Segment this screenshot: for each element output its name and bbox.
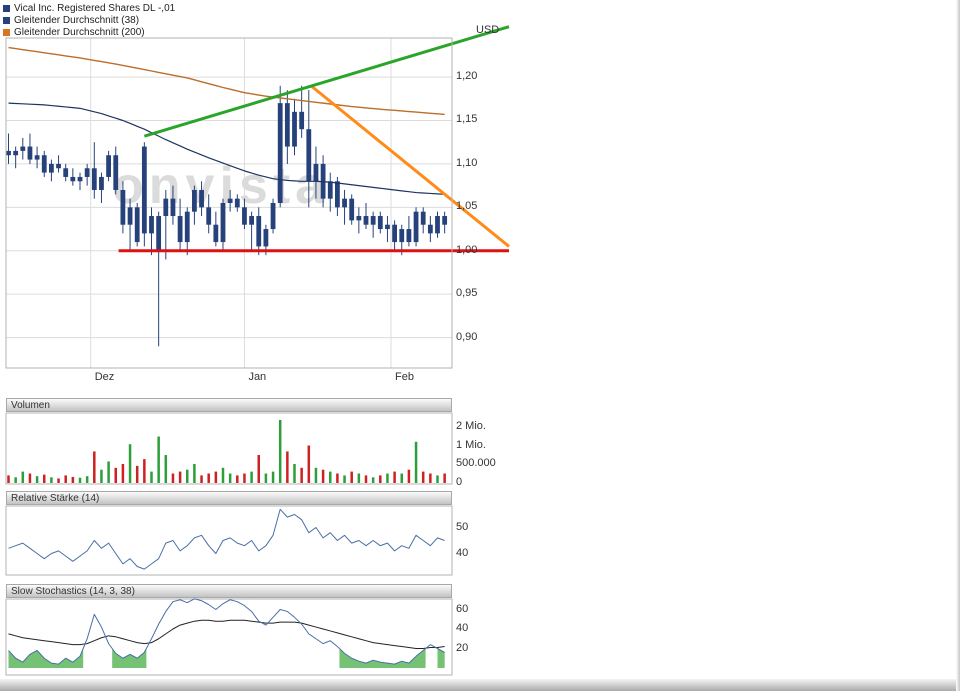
axis-tick-label: 1,15 — [456, 113, 478, 126]
volume-panel-header: Volumen — [6, 398, 452, 412]
right-edge-shadow — [956, 0, 960, 691]
legend-item-instrument: Vical Inc. Registered Shares DL -,01 — [3, 2, 175, 14]
axis-tick-label: 1,00 — [456, 243, 478, 256]
rsi-panel-title: Relative Stärke (14) — [11, 493, 100, 504]
axis-tick-label: 2 Mio. — [456, 420, 486, 432]
legend-item-ma200: Gleitender Durchschnitt (200) — [3, 26, 175, 38]
axis-tick-label: 20 — [456, 641, 469, 654]
legend-swatch — [3, 28, 10, 36]
axis-tick-label: 0 — [456, 476, 463, 488]
chart-legend: Vical Inc. Registered Shares DL -,01 Gle… — [3, 2, 175, 38]
stochastics-panel-title: Slow Stochastics (14, 3, 38) — [11, 586, 135, 597]
stochastics-panel-header: Slow Stochastics (14, 3, 38) — [6, 584, 452, 598]
axis-tick-label: Feb — [395, 371, 414, 383]
volume-panel-title: Volumen — [11, 400, 50, 411]
axis-tick-label: 50 — [456, 520, 469, 533]
currency-unit-label: USD — [476, 24, 500, 36]
legend-swatch — [3, 4, 10, 12]
axis-tick-label: 0,90 — [456, 330, 478, 343]
axis-tick-label: 40 — [456, 546, 469, 559]
axis-tick-label: 1,20 — [456, 70, 478, 83]
legend-label: Gleitender Durchschnitt (38) — [14, 14, 140, 26]
axis-tick-label: 1,10 — [456, 156, 478, 169]
legend-item-ma38: Gleitender Durchschnitt (38) — [3, 14, 175, 26]
axis-tick-label: Jan — [248, 371, 267, 383]
axis-tick-label: 40 — [456, 622, 469, 634]
footer-bar — [0, 679, 960, 691]
axis-tick-label: 0,95 — [456, 287, 478, 300]
legend-label: Gleitender Durchschnitt (200) — [14, 26, 145, 38]
axis-tick-label: 500.000 — [456, 457, 496, 469]
legend-swatch — [3, 16, 10, 24]
axis-tick-label: 60 — [456, 602, 469, 615]
rsi-panel-header: Relative Stärke (14) — [6, 491, 452, 505]
axis-tick-label: Dez — [94, 371, 115, 383]
legend-label: Vical Inc. Registered Shares DL -,01 — [14, 2, 176, 14]
axis-tick-label: 1 Mio. — [456, 438, 486, 451]
axis-tick-label: 1,05 — [456, 200, 478, 213]
